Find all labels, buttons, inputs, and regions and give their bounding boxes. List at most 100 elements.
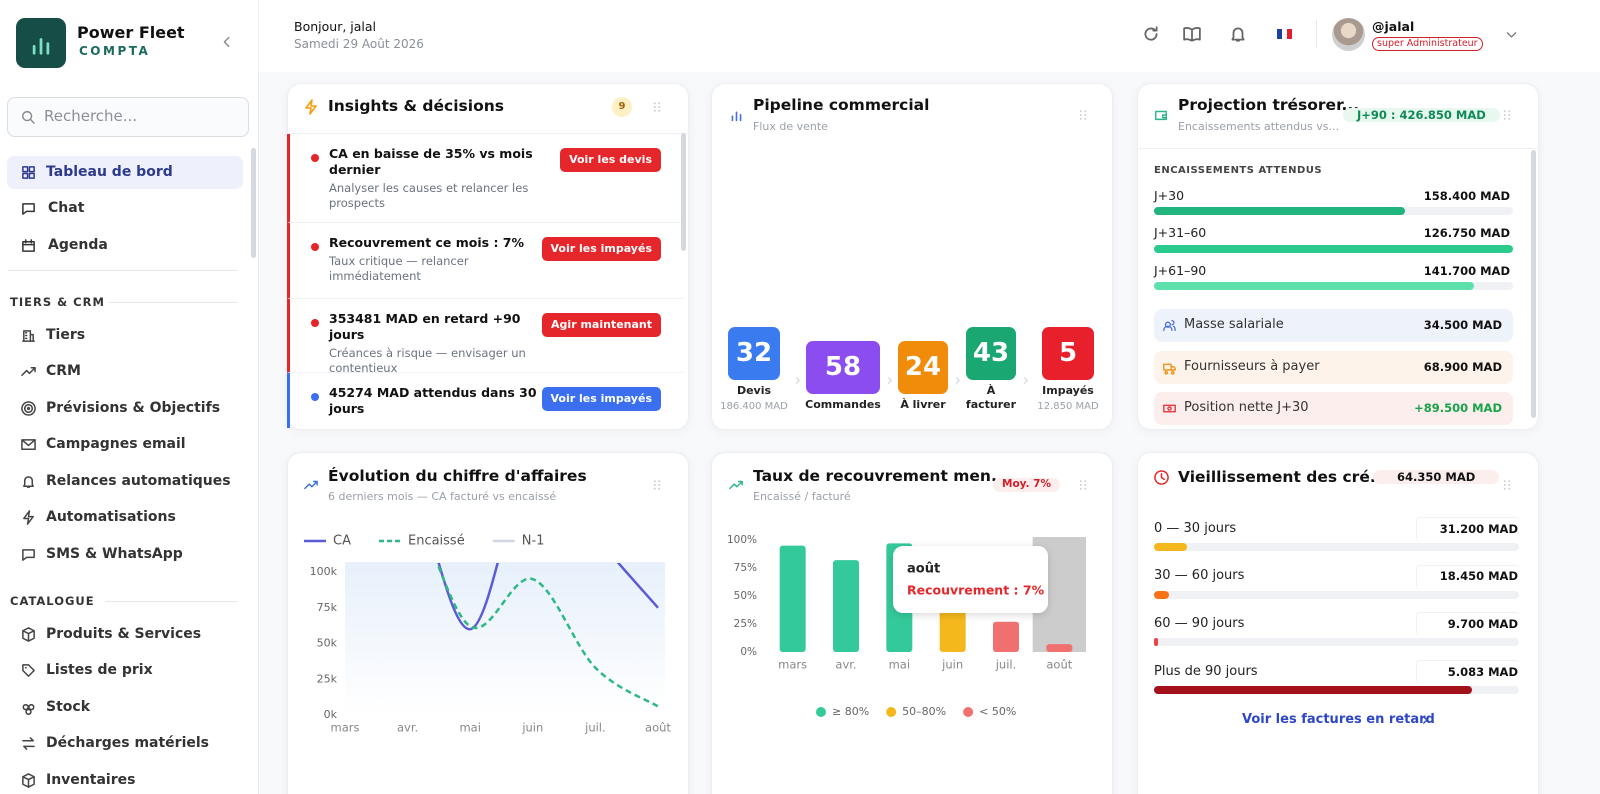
aging-fill (1154, 638, 1158, 647)
card-title: Vieillissement des cré... (1178, 467, 1388, 486)
card-scrollbar (1531, 150, 1536, 418)
card (1137, 452, 1539, 794)
insight-item: 353481 MAD en retard +90 jours Créances à… (287, 298, 683, 375)
summary-value: 34.500 MAD (1423, 318, 1502, 333)
divider (8, 270, 238, 271)
card-divider (287, 133, 689, 134)
nav-item[interactable]: Prévisions & Objectifs (46, 399, 221, 416)
icon (304, 480, 318, 490)
stage-amount: 186.400 MAD (720, 401, 788, 412)
insight-dot (311, 393, 319, 401)
bar-label: J+31–60 (1154, 225, 1207, 241)
nav-item[interactable]: Automatisations (46, 509, 176, 526)
stage-arrow (885, 352, 893, 412)
insight-action[interactable]: Voir les impayés (541, 387, 661, 411)
aging-link[interactable]: Voir les factures en retard (1242, 711, 1435, 727)
stage-arrow (793, 352, 801, 412)
insight-dot (311, 154, 319, 162)
card-title: Insights & décisions (328, 96, 504, 115)
icon-path (887, 376, 892, 384)
card-divider (1137, 148, 1539, 149)
bar-fill (1154, 207, 1406, 215)
aging-label: Plus de 90 jours (1154, 663, 1258, 679)
summary-row (1154, 309, 1513, 342)
stage-count: 58 (806, 341, 880, 394)
nav-item[interactable]: Relances automatiques (46, 472, 231, 489)
icon-path (1506, 31, 1516, 38)
icon-path (22, 111, 35, 124)
insight-text: CA en baisse de 35% vs mois dernier Analy… (329, 146, 549, 211)
card-subtitle: Flux de vente (753, 119, 828, 133)
bar-label: J+61–90 (1154, 262, 1207, 278)
icon (653, 102, 661, 112)
stage: 5 Impayés 12.850 MAD (1032, 327, 1104, 412)
aging-value-box (1416, 612, 1520, 637)
icon-path (21, 238, 35, 252)
icon (21, 664, 35, 677)
icon-path (795, 376, 800, 384)
sidebar-scrollbar (251, 148, 256, 258)
stage: 43 À facturer (964, 327, 1018, 412)
search-box[interactable] (7, 97, 249, 137)
aging-label: 0 — 30 jours (1154, 520, 1237, 536)
insight-action[interactable]: Voir les devis (560, 148, 661, 172)
badge: 9 (612, 97, 632, 117)
nav-item[interactable]: Décharges matériels (46, 735, 210, 752)
icon-path (1144, 26, 1158, 41)
bar-value: 126.750 MAD (1423, 226, 1510, 241)
icon-path (22, 703, 34, 715)
icon (21, 203, 35, 215)
icon (223, 36, 230, 48)
bar-fill (1154, 244, 1513, 253)
icon-path (1162, 404, 1176, 413)
icon-path (1162, 319, 1176, 332)
badge: J+90 : 426.850 MAD (1343, 107, 1500, 123)
insight-title: Recouvrement ce mois : 7% (329, 235, 525, 250)
nav-item[interactable]: Agenda (48, 236, 108, 253)
stage: 32 Devis 186.400 MAD (718, 327, 790, 412)
icon[interactable] (1183, 25, 1201, 43)
icon (731, 110, 741, 121)
icon (1079, 110, 1087, 120)
icon-path (32, 38, 50, 55)
icon-path (22, 475, 34, 488)
aging-fill (1154, 543, 1187, 551)
summary-row (1154, 392, 1513, 425)
nav-item[interactable]: Produits & Services (46, 625, 202, 642)
nav-item[interactable]: Campagnes email (46, 436, 186, 453)
icon (21, 238, 35, 252)
aging-value-box (1416, 517, 1520, 541)
stage-count: 24 (898, 341, 948, 394)
icon-path (22, 510, 34, 525)
icon (20, 367, 36, 376)
insight-action[interactable]: Agir maintenant (542, 313, 661, 337)
insight-dot (311, 319, 319, 327)
nav-item[interactable]: Tableau de bord (46, 163, 173, 180)
stage-count: 43 (966, 327, 1016, 380)
insight-title: 45274 MAD attendus dans 30 jours (329, 385, 537, 416)
nav-item[interactable]: Tiers (46, 326, 86, 343)
stage-label: Commandes (805, 398, 881, 411)
nav-item[interactable]: CRM (46, 363, 81, 380)
insight-action[interactable]: Voir les impayés (541, 237, 661, 261)
stage-label: À livrer (900, 398, 946, 411)
section-title: TIERS & CRM (10, 294, 105, 309)
nav-item[interactable]: Stock (46, 698, 91, 715)
icon[interactable] (1229, 25, 1247, 43)
icon-path (20, 367, 36, 376)
insight-desc: Analyser les causes et relancer les pros… (329, 181, 529, 210)
greeting: Bonjour, jalal (294, 18, 377, 34)
insight-title: CA en baisse de 35% vs mois dernier (329, 146, 533, 177)
icon (955, 376, 960, 384)
icon-path (1079, 110, 1087, 120)
icon[interactable] (1142, 25, 1160, 43)
nav-item[interactable]: Chat (48, 200, 85, 217)
insight-item: Recouvrement ce mois : 7% Taux critique —… (287, 222, 683, 298)
stage-count: 32 (728, 327, 780, 380)
nav-item[interactable]: SMS & WhatsApp (46, 545, 183, 562)
nav-item[interactable]: Listes de prix (46, 662, 153, 679)
summary-label: Masse salariale (1184, 317, 1284, 333)
icon (1423, 716, 1428, 724)
stage-amount: 12.850 MAD (1037, 401, 1099, 412)
nav-item[interactable]: Inventaires (46, 771, 136, 788)
